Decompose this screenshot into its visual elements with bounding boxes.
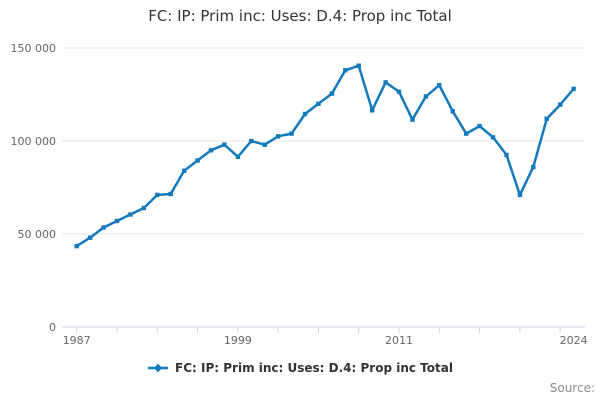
series-marker[interactable]: [477, 123, 482, 129]
y-tick-label: 150 000: [11, 42, 57, 55]
series-marker[interactable]: [141, 205, 147, 211]
series-marker[interactable]: [531, 164, 536, 170]
source-label: Source:: [549, 381, 595, 395]
series-marker[interactable]: [302, 111, 308, 117]
series-marker[interactable]: [249, 138, 254, 144]
series-marker[interactable]: [558, 102, 563, 107]
series-marker[interactable]: [517, 192, 523, 198]
series-marker[interactable]: [490, 135, 496, 140]
legend-label: FC: IP: Prim inc: Uses: D.4: Prop inc To…: [175, 361, 453, 375]
series-marker[interactable]: [571, 86, 576, 92]
series-marker[interactable]: [222, 142, 227, 147]
legend-marker-icon: [148, 363, 169, 373]
y-tick-label: 0: [49, 321, 56, 334]
x-tick-label: 1987: [63, 334, 91, 347]
series-marker[interactable]: [128, 212, 133, 217]
legend: FC: IP: Prim inc: Uses: D.4: Prop inc To…: [0, 361, 600, 375]
series-marker[interactable]: [155, 192, 160, 198]
series-marker[interactable]: [275, 134, 281, 139]
series-marker[interactable]: [316, 101, 321, 106]
series-marker[interactable]: [289, 131, 294, 136]
series-marker[interactable]: [356, 63, 361, 68]
series-marker[interactable]: [544, 116, 549, 121]
chart-title: FC: IP: Prim inc: Uses: D.4: Prop inc To…: [148, 7, 452, 25]
series-marker[interactable]: [262, 142, 267, 147]
y-tick-label: 50 000: [18, 228, 57, 241]
x-tick-label: 2024: [560, 334, 588, 347]
series-marker[interactable]: [208, 148, 214, 153]
y-tick-label: 100 000: [11, 135, 57, 148]
series-marker[interactable]: [101, 225, 106, 230]
series-marker[interactable]: [437, 83, 442, 88]
series-marker[interactable]: [343, 68, 348, 73]
series-marker[interactable]: [370, 108, 375, 113]
series-line[interactable]: [75, 64, 575, 248]
series-marker[interactable]: [329, 91, 335, 96]
series-marker[interactable]: [396, 89, 402, 94]
series-marker[interactable]: [181, 168, 187, 173]
x-tick-label: 2011: [385, 334, 413, 347]
series-marker[interactable]: [235, 154, 241, 159]
series-marker[interactable]: [464, 131, 469, 136]
series-marker[interactable]: [423, 94, 429, 99]
series-marker[interactable]: [74, 243, 79, 249]
x-tick-label: 1999: [224, 334, 252, 347]
series-marker[interactable]: [383, 80, 388, 85]
series-marker[interactable]: [168, 191, 173, 197]
series-marker[interactable]: [87, 235, 93, 240]
series-marker[interactable]: [450, 109, 455, 114]
series-marker[interactable]: [410, 117, 415, 122]
series-marker[interactable]: [114, 218, 120, 224]
legend-item[interactable]: FC: IP: Prim inc: Uses: D.4: Prop inc To…: [147, 361, 453, 375]
series-marker[interactable]: [195, 158, 200, 163]
series-marker[interactable]: [504, 152, 509, 158]
